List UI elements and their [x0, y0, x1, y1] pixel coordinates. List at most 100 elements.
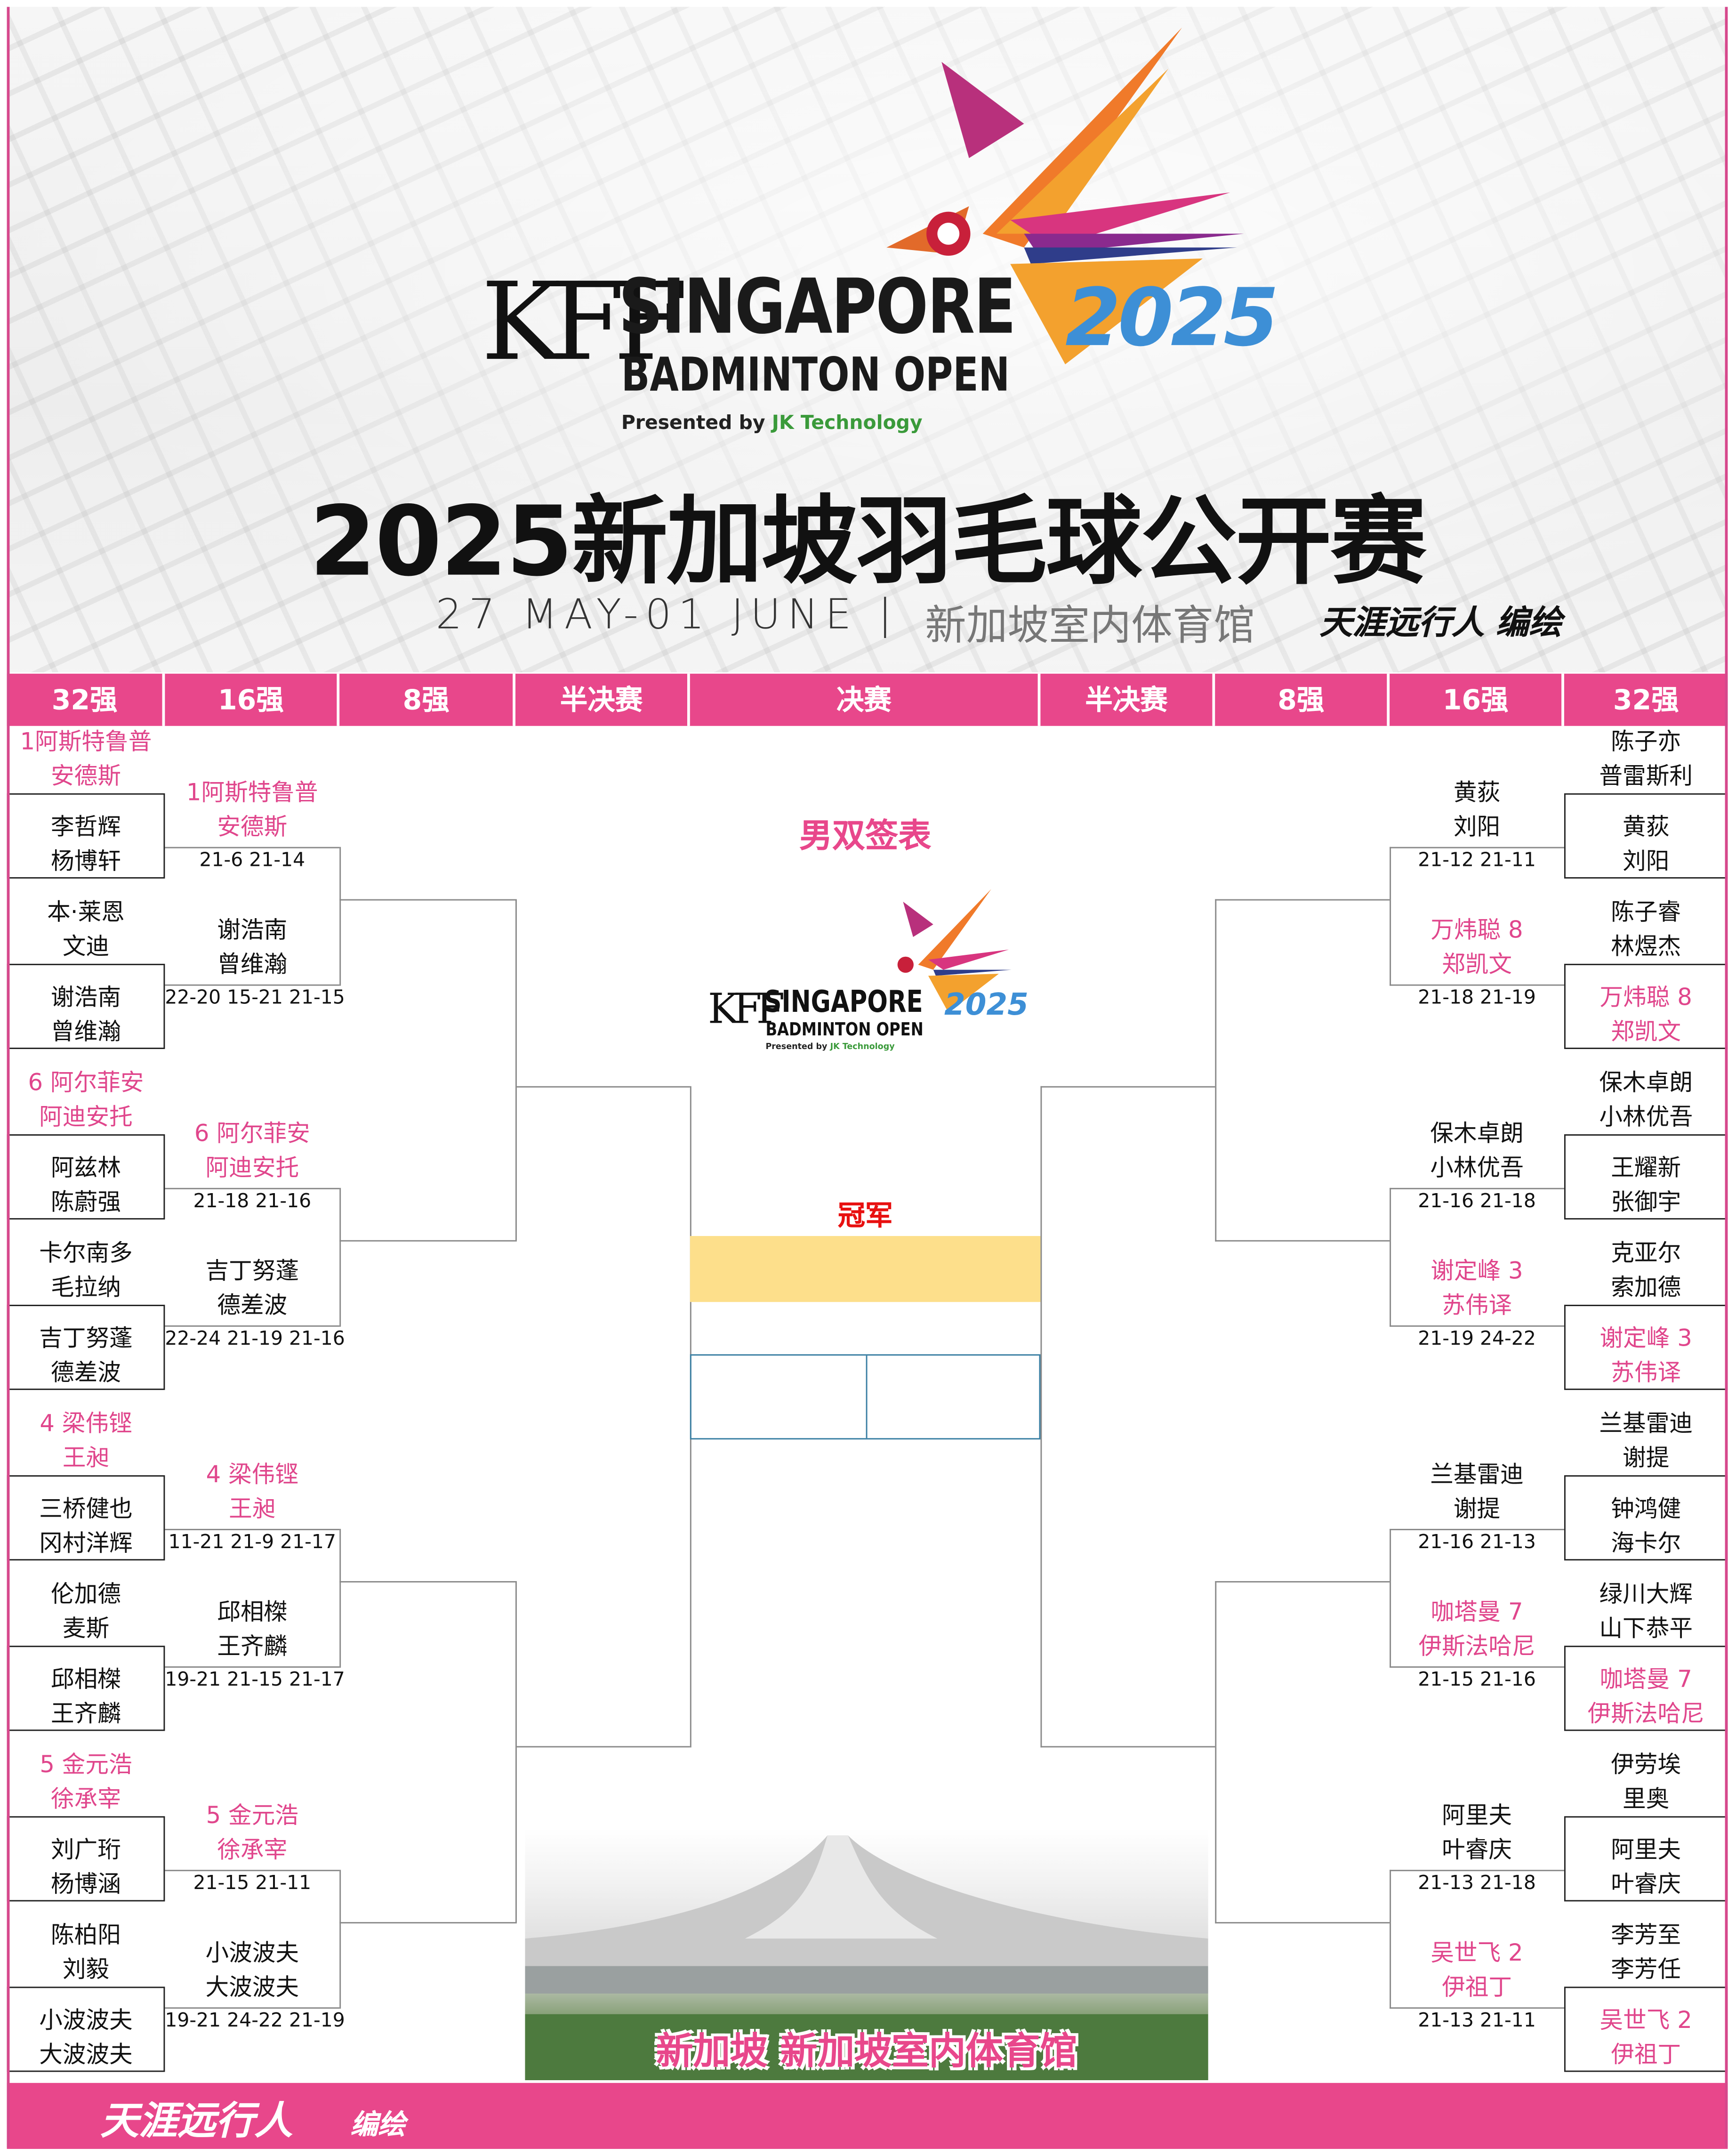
team-entry: 万炜聪 8 郑凯文 — [1390, 914, 1564, 983]
match-score: 21-12 21-11 — [1418, 849, 1536, 872]
player-name: 万炜聪 8 — [1599, 984, 1692, 1012]
player-name: 邱相榤 — [217, 1599, 288, 1627]
center-logo-badminton-open: BADMINTON OPEN — [765, 1020, 924, 1041]
center-logo-monogram: KFF — [707, 985, 785, 1034]
player-name: 王齐麟 — [51, 1701, 121, 1728]
bracket-line — [1215, 899, 1390, 901]
player-name: 毛拉纳 — [51, 1274, 121, 1302]
bracket-line — [1215, 1581, 1217, 1924]
team-entry: 谢浩南 曾维瀚 — [7, 982, 165, 1050]
player-name: 大波波夫 — [39, 2042, 133, 2069]
player-name: 伊斯法哈尼 — [1418, 1633, 1535, 1661]
team-entry: 克亚尔 索加德 — [1564, 1237, 1728, 1306]
bracket-line — [165, 847, 340, 848]
player-name: 里奥 — [1623, 1786, 1670, 1814]
player-name: 克亚尔 — [1611, 1240, 1681, 1268]
bracket-line — [1215, 1922, 1390, 1924]
bracket-line — [1390, 1187, 1391, 1327]
player-name: 谢提 — [1623, 1445, 1670, 1473]
player-name: 大波波夫 — [205, 1974, 299, 2002]
player-name: 德差波 — [51, 1359, 121, 1388]
player-name: 山下恭平 — [1599, 1615, 1693, 1643]
team-entry: 万炜聪 8 郑凯文 — [1564, 982, 1728, 1050]
player-name: 5 金元浩 — [40, 1752, 132, 1779]
bracket-line — [515, 899, 517, 1242]
bracket-line — [165, 1529, 340, 1530]
player-name: 4 梁伟铿 — [206, 1461, 298, 1489]
page-frame — [7, 7, 1728, 2148]
player-name: 刘阳 — [1623, 848, 1670, 876]
player-name: 苏伟译 — [1442, 1292, 1512, 1320]
match-score: 22-24 21-19 21-16 — [165, 1328, 345, 1350]
player-name: 6 阿尔菲安 — [28, 1069, 144, 1098]
player-name: 三桥健也 — [39, 1495, 133, 1524]
event-venue: 新加坡室内体育馆 — [925, 602, 1255, 651]
team-entry: 李哲辉 杨博轩 — [7, 811, 165, 880]
player-name: 李芳任 — [1611, 1956, 1681, 1984]
team-entry: 吴世飞 2 伊祖丁 — [1564, 2004, 1728, 2073]
team-entry: 黄荻 刘阳 — [1390, 777, 1564, 846]
match-score: 22-20 15-21 21-15 — [165, 987, 345, 1009]
player-name: 黄荻 — [1453, 779, 1501, 807]
header-banner: KFF SINGAPORE BADMINTON OPEN Presented b… — [7, 7, 1728, 672]
team-entry: 阿里夫 叶睿庆 — [1564, 1834, 1728, 1903]
player-name: 冈村洋辉 — [39, 1530, 133, 1558]
team-entry: 咖塔曼 7 伊斯法哈尼 — [1390, 1596, 1564, 1665]
player-name: 阿迪安托 — [39, 1104, 133, 1132]
team-entry: 保木卓朗 小林优吾 — [1390, 1118, 1564, 1187]
match-score: 19-21 21-15 21-17 — [165, 1669, 345, 1691]
match-score: 21-15 21-16 — [1418, 1669, 1536, 1691]
team-entry: 6 阿尔菲安 阿迪安托 — [7, 1067, 165, 1136]
bracket-line — [1390, 1187, 1564, 1189]
match-score: 21-16 21-13 — [1418, 1531, 1536, 1554]
team-entry: 5 金元浩 徐承宰 — [165, 1800, 339, 1868]
player-name: 小波波夫 — [205, 1940, 299, 1968]
bracket-line — [1040, 1746, 1215, 1748]
team-entry: 兰基雷迪 谢提 — [1564, 1408, 1728, 1477]
bracket-line — [165, 1187, 340, 1189]
player-name: 刘广珩 — [51, 1837, 121, 1865]
final-match-box — [690, 1354, 1041, 1440]
page-title: 2025新加坡羽毛球公开赛 — [309, 485, 1426, 598]
footer-author: 天涯远行人 — [100, 2098, 293, 2144]
team-entry: 李芳至 李芳任 — [1564, 1919, 1728, 1988]
player-name: 陈柏阳 — [51, 1922, 121, 1950]
player-name: 伊祖丁 — [1611, 2042, 1681, 2069]
bracket-line — [1390, 1325, 1564, 1327]
round-header-5: 半决赛 — [1040, 673, 1215, 726]
bracket-line — [165, 984, 340, 986]
player-name: 1阿斯特鲁普 — [20, 728, 152, 756]
round-header-8: 32强 — [1564, 673, 1728, 726]
presented-by: Presented by — [621, 412, 765, 435]
banner-backdrop — [7, 7, 1728, 672]
team-entry: 陈子亦 普雷斯利 — [1564, 726, 1728, 795]
player-name: 1阿斯特鲁普 — [186, 779, 318, 807]
player-name: 郑凯文 — [1611, 1018, 1681, 1047]
bracket-line — [515, 1746, 690, 1748]
team-entry: 刘广珩 杨博涵 — [7, 1834, 165, 1903]
player-name: 4 梁伟铿 — [40, 1410, 132, 1438]
team-entry: 黄荻 刘阳 — [1564, 811, 1728, 880]
round-header-1: 16强 — [165, 673, 340, 726]
bracket-line — [515, 1581, 517, 1924]
player-name: 杨博涵 — [51, 1871, 121, 1899]
stadium-photo: 新加坡 新加坡室内体育馆 — [525, 1828, 1208, 2080]
shuttlecock-logo-icon — [897, 889, 1012, 1013]
match-score: 11-21 21-9 21-17 — [168, 1531, 336, 1554]
player-name: 普雷斯利 — [1599, 763, 1693, 791]
team-entry: 保木卓朗 小林优吾 — [1564, 1067, 1728, 1136]
player-name: 德差波 — [217, 1292, 288, 1320]
match-score: 21-13 21-18 — [1418, 1873, 1536, 1895]
venue-caption: 新加坡 新加坡室内体育馆 — [656, 2030, 1077, 2074]
player-name: 叶睿庆 — [1442, 1837, 1512, 1865]
player-name: 王齐麟 — [217, 1633, 288, 1661]
player-name: 麦斯 — [62, 1615, 110, 1643]
champion-slot — [690, 1236, 1041, 1302]
bracket-line — [1390, 1870, 1391, 2009]
champion-label: 冠军 — [837, 1199, 893, 1232]
bracket-line — [1390, 2007, 1564, 2009]
player-name: 张御宇 — [1611, 1189, 1681, 1217]
match-score: 21-6 21-14 — [199, 849, 305, 872]
player-name: 保木卓朗 — [1430, 1120, 1524, 1148]
team-entry: 吉丁努蓬 德差波 — [7, 1323, 165, 1391]
